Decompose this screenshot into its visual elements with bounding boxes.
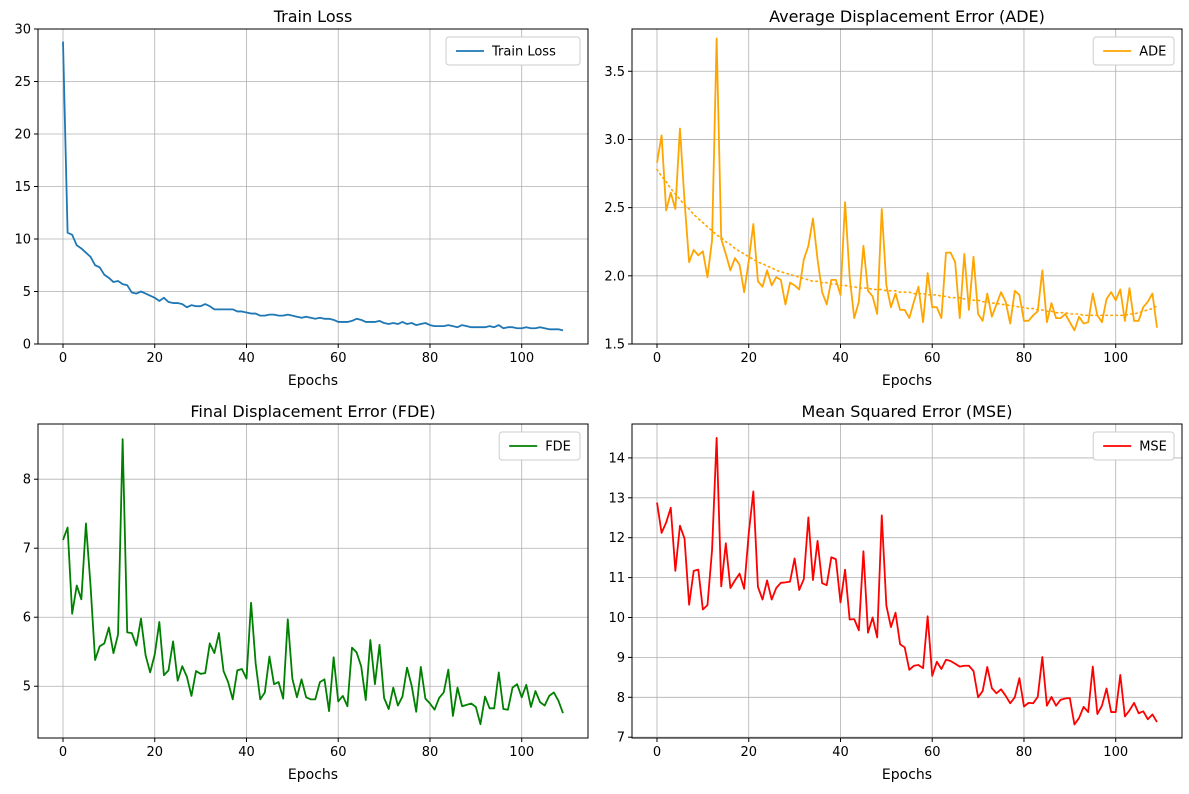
y-tick-label: 9 bbox=[617, 651, 625, 666]
x-axis-label: Epochs bbox=[288, 373, 338, 389]
y-tick-label: 3.5 bbox=[604, 65, 625, 80]
y-tick-label: 3.0 bbox=[604, 133, 625, 148]
subplot-3: 0 20 40 60 80 100 5 6 7 8 Epochs Final Displacement… bbox=[23, 402, 589, 783]
y-tick-label: 10 bbox=[608, 611, 625, 626]
series-line-train-loss bbox=[62, 41, 564, 332]
x-tick-label: 40 bbox=[832, 351, 849, 366]
y-tick-label: 7 bbox=[617, 731, 625, 746]
x-tick-label: 100 bbox=[1103, 745, 1128, 760]
chart-title: Mean Squared Error (MSE) bbox=[802, 402, 1013, 421]
x-tick-label: 100 bbox=[509, 351, 534, 366]
legend-box bbox=[1092, 431, 1175, 461]
y-tick-label: 8 bbox=[617, 691, 625, 706]
y-tick-label: 2.0 bbox=[604, 269, 625, 284]
y-tick-label: 13 bbox=[608, 491, 625, 506]
legend-label: MSE bbox=[1139, 440, 1167, 455]
subplot-1: 0 20 40 60 80 100 0 5 10 15 20 25 30 Epochs Train Loss… bbox=[14, 7, 589, 389]
legend-label: Train Loss bbox=[491, 45, 556, 60]
legend: ADE bbox=[1092, 36, 1175, 66]
x-tick-label: 60 bbox=[924, 745, 941, 760]
subplot-2: 0 20 40 60 80 100 1.5 2.0 2.5 3.0 3.5 Epochs Average… bbox=[604, 7, 1183, 389]
y-tick-label: 11 bbox=[608, 571, 625, 586]
legend: FDE bbox=[498, 431, 581, 461]
trend-line bbox=[656, 168, 1158, 317]
legend-label: ADE bbox=[1139, 45, 1166, 60]
y-tick-label: 12 bbox=[608, 531, 625, 546]
y-tick-label: 5 bbox=[23, 680, 31, 695]
x-tick-label: 40 bbox=[238, 745, 255, 760]
x-tick-label: 0 bbox=[59, 745, 67, 760]
legend: Train Loss bbox=[445, 36, 581, 66]
y-tick-label: 20 bbox=[14, 128, 31, 143]
legend-label: FDE bbox=[545, 440, 571, 455]
axes-frame bbox=[37, 423, 589, 739]
chart-title: Average Displacement Error (ADE) bbox=[769, 7, 1045, 26]
x-tick-label: 20 bbox=[740, 351, 757, 366]
y-tick-label: 7 bbox=[23, 542, 31, 557]
y-tick-label: 5 bbox=[23, 285, 31, 300]
x-axis-label: Epochs bbox=[288, 767, 338, 783]
y-tick-label: 2.5 bbox=[604, 201, 625, 216]
y-tick-label: 30 bbox=[14, 23, 31, 38]
x-axis-label: Epochs bbox=[882, 373, 932, 389]
x-tick-label: 40 bbox=[832, 745, 849, 760]
y-tick-label: 14 bbox=[608, 451, 625, 466]
x-tick-label: 20 bbox=[740, 745, 757, 760]
x-tick-label: 100 bbox=[1103, 351, 1128, 366]
x-tick-label: 0 bbox=[59, 351, 67, 366]
x-tick-label: 80 bbox=[422, 745, 439, 760]
x-tick-label: 60 bbox=[924, 351, 941, 366]
chart-title: Final Displacement Error (FDE) bbox=[190, 402, 435, 421]
y-tick-label: 25 bbox=[14, 75, 31, 90]
y-tick-label: 0 bbox=[23, 338, 31, 353]
legend-box bbox=[1092, 36, 1175, 66]
x-tick-label: 0 bbox=[653, 745, 661, 760]
y-tick-label: 6 bbox=[23, 611, 31, 626]
axes-frame bbox=[631, 423, 1183, 739]
x-tick-label: 20 bbox=[146, 351, 163, 366]
x-tick-label: 80 bbox=[422, 351, 439, 366]
chart-title: Train Loss bbox=[273, 7, 353, 26]
axes-frame bbox=[631, 28, 1183, 345]
y-tick-label: 8 bbox=[23, 473, 31, 488]
y-tick-label: 1.5 bbox=[604, 338, 625, 353]
x-tick-label: 60 bbox=[330, 351, 347, 366]
x-tick-label: 80 bbox=[1016, 351, 1033, 366]
legend: MSE bbox=[1092, 431, 1175, 461]
x-tick-label: 80 bbox=[1016, 745, 1033, 760]
series-line-mse bbox=[656, 437, 1158, 726]
x-tick-label: 60 bbox=[330, 745, 347, 760]
x-tick-label: 0 bbox=[653, 351, 661, 366]
series-line-fde bbox=[62, 438, 564, 726]
legend-box bbox=[445, 36, 581, 66]
x-axis-label: Epochs bbox=[882, 767, 932, 783]
y-tick-label: 10 bbox=[14, 233, 31, 248]
subplot-4: 0 20 40 60 80 100 7 8 9 10 11 12 13 14 Epochs Mean Squa… bbox=[608, 402, 1183, 783]
x-tick-label: 40 bbox=[238, 351, 255, 366]
series-line-ade bbox=[656, 37, 1158, 332]
y-tick-label: 15 bbox=[14, 180, 31, 195]
x-tick-label: 20 bbox=[146, 745, 163, 760]
x-tick-label: 100 bbox=[509, 745, 534, 760]
legend-box bbox=[498, 431, 581, 461]
